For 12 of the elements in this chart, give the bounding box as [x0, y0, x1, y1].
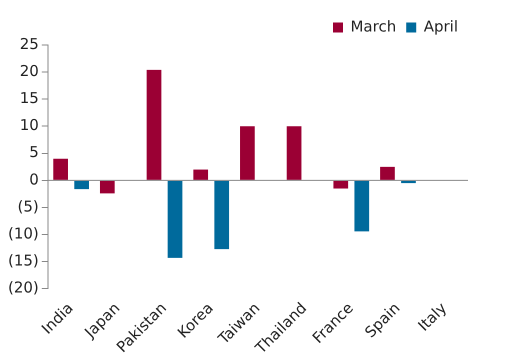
y-tick-label: 10	[20, 116, 39, 134]
y-tick-label: (10)	[8, 224, 39, 242]
y-tick-label: (20)	[8, 278, 39, 297]
y-tick-label: 20	[20, 62, 39, 80]
legend-label: April	[424, 17, 458, 36]
y-tick-label: 0	[29, 170, 39, 188]
y-tick-label: 25	[20, 34, 39, 53]
y-tick-label: 5	[29, 143, 39, 162]
legend-label: March	[350, 17, 396, 36]
y-tick-label: (5)	[18, 197, 39, 216]
y-tick-label: 15	[20, 89, 39, 108]
y-tick-label: (15)	[8, 252, 39, 270]
